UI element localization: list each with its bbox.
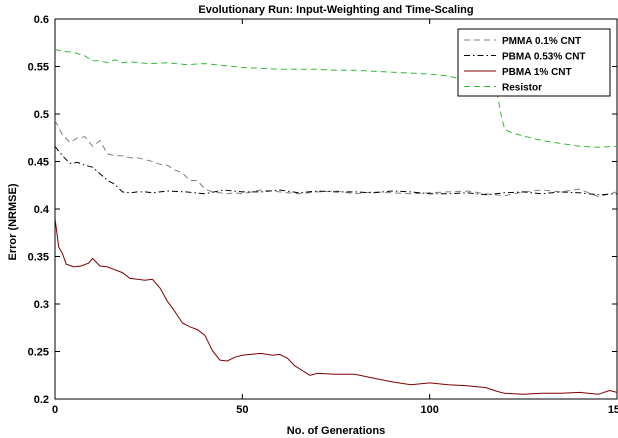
x-tick-label: 100 (420, 404, 438, 416)
chart-title: Evolutionary Run: Input-Weighting and Ti… (198, 4, 473, 16)
x-tick-label: 0 (52, 404, 58, 416)
y-tick-label: 0.2 (34, 394, 49, 406)
x-axis-title: No. of Generations (287, 425, 385, 437)
y-tick-label: 0.45 (28, 157, 49, 169)
legend: PMMA 0.1% CNT PBMA 0.53% CNT PBMA 1% CNT Re… (457, 28, 611, 97)
legend-box (457, 28, 611, 97)
legend-label: PMMA 0.1% CNT (502, 36, 581, 47)
x-tick-label: 50 (236, 404, 248, 416)
y-tick-label: 0.5 (34, 109, 49, 121)
y-tick-label: 0.6 (34, 14, 49, 26)
y-tick-label: 0.3 (34, 299, 49, 311)
legend-label: PBMA 1% CNT (502, 67, 572, 78)
y-axis-title: Error (NRMSE) (7, 183, 19, 260)
y-tick-label: 0.4 (34, 204, 50, 216)
y-tick-label: 0.25 (28, 347, 49, 359)
y-tick-label: 0.55 (28, 62, 49, 74)
series-line-3 (55, 48, 617, 148)
x-tick-label: 150 (608, 404, 618, 416)
series-line-2 (55, 218, 617, 395)
series-line-0 (55, 120, 617, 198)
y-tick-label: 0.35 (28, 252, 49, 264)
legend-label: PBMA 0.53% CNT (502, 52, 586, 63)
series-line-1 (55, 145, 617, 196)
legend-label: Resistor (502, 83, 542, 94)
